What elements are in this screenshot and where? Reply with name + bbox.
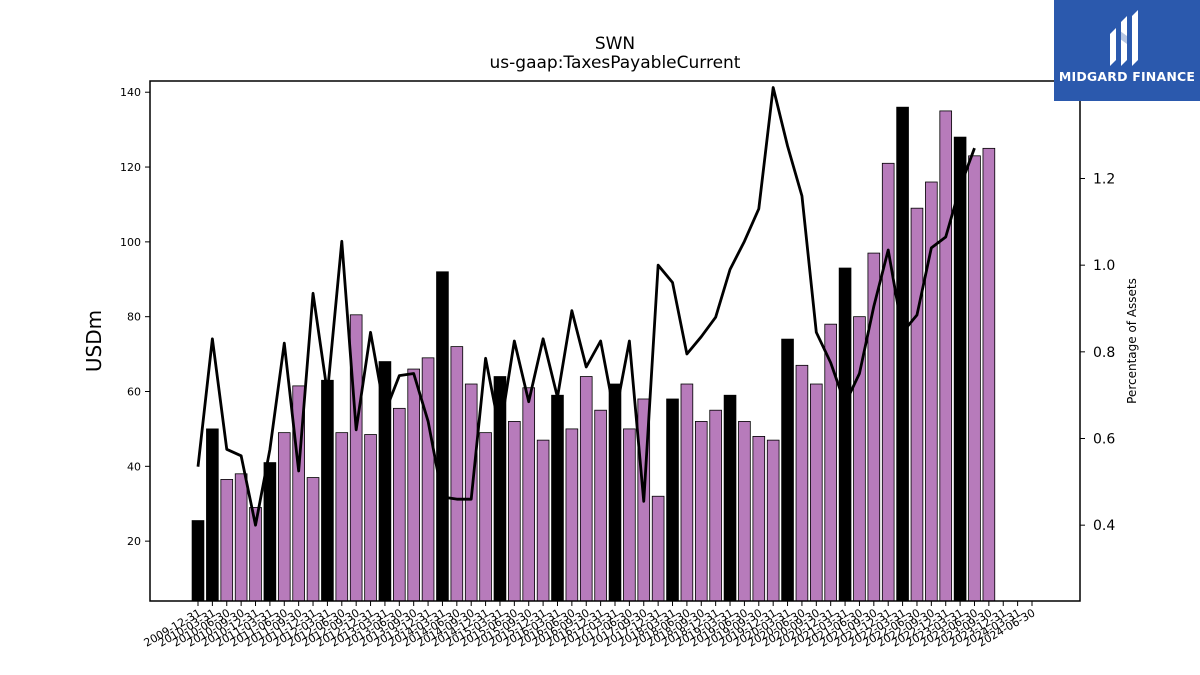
bar [436,271,449,602]
y-tick-label: 80 [127,311,141,324]
bar [810,383,823,602]
y-axis-label: USDm [82,310,106,372]
bar [651,495,665,602]
bar [723,394,737,602]
bar [536,439,550,602]
bar [522,387,536,602]
bar [220,479,234,602]
y-tick-label: 100 [120,236,141,249]
bar [450,346,464,602]
bar [752,435,766,602]
bar [277,432,291,602]
bar [766,439,780,602]
bar [306,477,320,602]
bar [263,462,277,602]
bar [666,398,679,602]
chart-subtitle: us-gaap:TaxesPayableCurrent [490,53,741,73]
bar [407,368,420,602]
bar [378,361,392,602]
bar [508,421,521,602]
bar [421,357,435,602]
percentage-line [196,86,976,527]
y-tick-label: 40 [127,460,141,473]
bar [738,421,751,602]
bar [234,473,248,602]
y-tick-label: 20 [127,535,141,548]
y2-tick-label: 0.8 [1093,345,1115,361]
y2-tick-label: 0.6 [1093,432,1115,448]
y-axis-left: 20 40 60 80 100 120 140 [120,86,150,548]
bar [594,409,607,602]
y-tick-label: 60 [127,386,141,399]
bar [939,110,953,602]
y-tick-label: 140 [120,86,141,99]
y2-tick-label: 1.0 [1093,258,1115,274]
bar [623,428,636,602]
bar [781,338,794,602]
chart-title: SWN [595,34,635,54]
bar [393,407,406,602]
bar [982,147,996,602]
bar [579,376,593,602]
y2-tick-label: 0.4 [1093,518,1115,534]
bar [838,267,852,602]
bar-series [191,106,996,602]
bar [551,394,564,602]
bar [896,106,909,602]
brand-name: MIDGARD FINANCE [1058,69,1196,84]
bar [335,432,349,602]
bar [191,520,205,602]
bar [321,379,334,602]
bar [565,428,579,602]
bar [694,421,708,602]
bar [881,162,895,602]
y-tick-label: 120 [120,161,141,174]
bar [709,409,722,602]
bar [206,428,219,602]
x-axis: 2009-12-312010-03-312010-06-302010-09-30… [142,601,1038,650]
y2-tick-label: 1.2 [1093,172,1115,188]
bar [364,434,377,602]
bar [910,207,924,602]
bar [953,136,967,602]
bar [795,364,809,602]
bar [968,155,981,602]
line-series [196,86,976,527]
brand-badge: MIDGARD FINANCE [1054,0,1200,101]
bar [680,383,694,602]
y-axis-right: 0.40.60.81.01.21.4 [1080,85,1115,534]
y2-axis-label: Percentage of Assets [1125,278,1139,404]
midgard-logo-icon [1110,10,1138,66]
bar [479,432,492,602]
